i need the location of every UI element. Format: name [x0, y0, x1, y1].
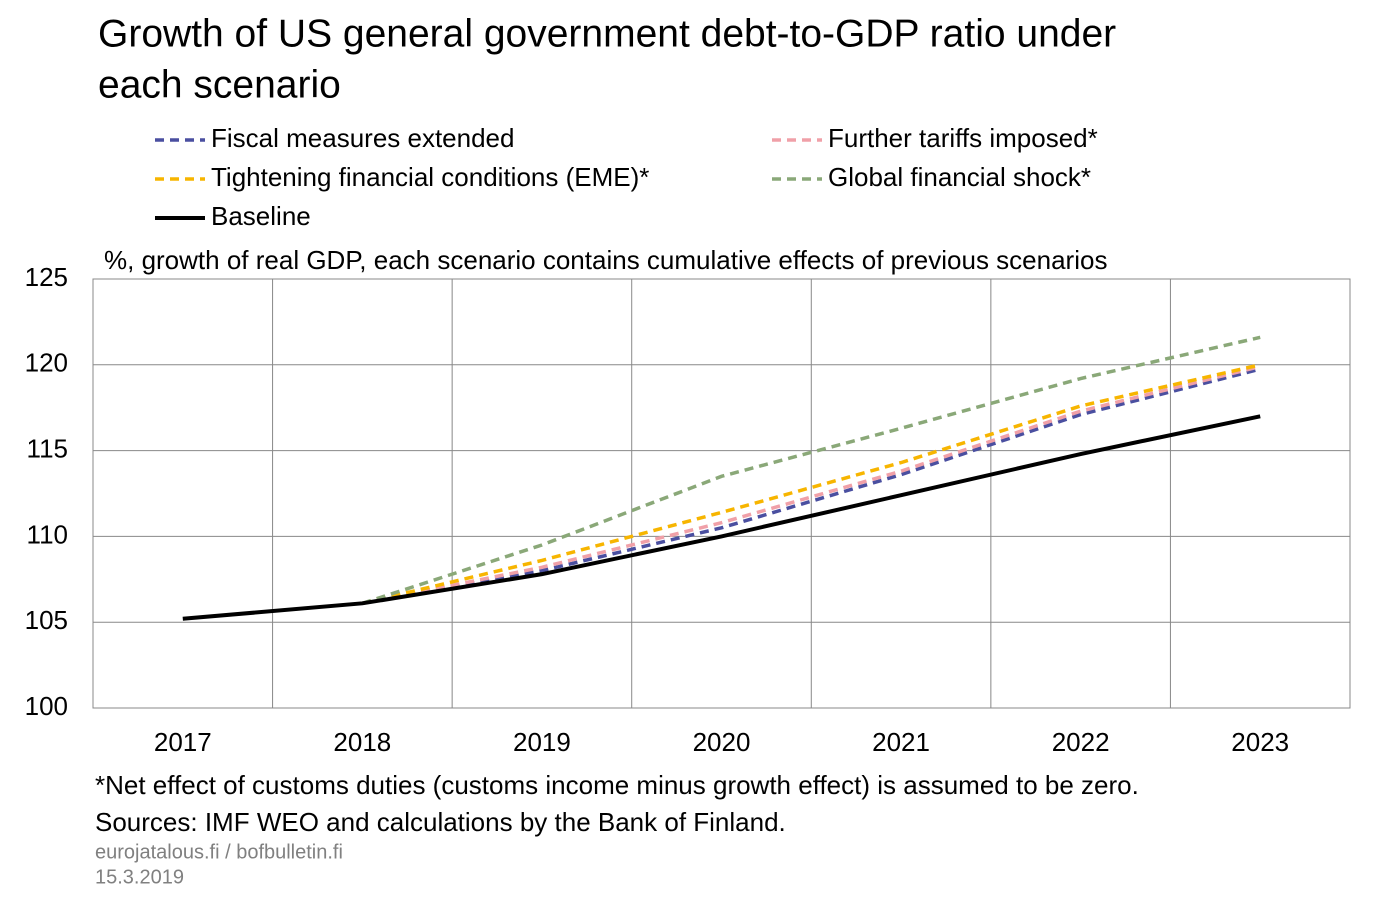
legend-label: Baseline: [211, 201, 311, 231]
y-tick-label: 100: [25, 691, 68, 721]
series-line: [182, 414, 1261, 621]
y-tick-label: 110: [27, 519, 68, 549]
legend-label: Global financial shock*: [828, 162, 1091, 192]
legend-label: Tightening financial conditions (EME)*: [211, 162, 649, 192]
x-tick-label: 2020: [693, 727, 751, 757]
y-tick-label: 125: [25, 262, 68, 292]
x-tick-label: 2018: [333, 727, 391, 757]
source: eurojatalous.fi / bofbulletin.fi: [95, 841, 343, 863]
series-line: [361, 363, 1261, 606]
series-line: [361, 335, 1261, 605]
legend-label: Further tariffs imposed*: [828, 123, 1098, 153]
chart-title: Growth of US general government debt-to-…: [98, 12, 1116, 55]
footnote: *Net effect of customs duties (customs i…: [95, 770, 1139, 800]
y-tick-label: 120: [25, 348, 68, 378]
x-tick-label: 2022: [1052, 727, 1110, 757]
y-tick-label: 115: [27, 433, 68, 463]
plot-area: [92, 278, 1351, 709]
chart-title: each scenario: [98, 63, 341, 106]
legend-label: Fiscal measures extended: [211, 123, 514, 153]
source: 15.3.2019: [95, 866, 184, 888]
x-tick-label: 2021: [872, 727, 930, 757]
y-tick-label: 105: [25, 605, 68, 635]
x-tick-label: 2019: [513, 727, 571, 757]
x-tick-label: 2017: [154, 727, 212, 757]
chart-subtitle: %, growth of real GDP, each scenario con…: [104, 245, 1107, 275]
series-line: [362, 364, 1261, 606]
footnote: Sources: IMF WEO and calculations by the…: [95, 807, 786, 837]
x-tick-label: 2023: [1231, 727, 1289, 757]
series-line: [362, 367, 1261, 606]
